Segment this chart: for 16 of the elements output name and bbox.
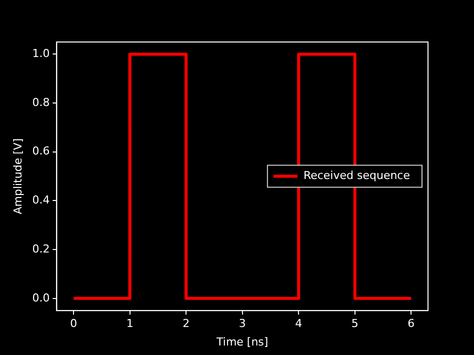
x-tick-label: 5 bbox=[351, 317, 358, 330]
y-axis-title: Amplitude [V] bbox=[11, 138, 24, 214]
y-tick-label: 0.0 bbox=[32, 291, 50, 304]
y-tick-label: 0.4 bbox=[32, 194, 50, 207]
y-tick-label: 1.0 bbox=[32, 47, 50, 60]
y-tick-label: 0.6 bbox=[32, 144, 50, 158]
legend-label: Received sequence bbox=[303, 169, 410, 182]
x-tick-label: 0 bbox=[70, 317, 78, 330]
x-axis-title: Time [ns] bbox=[215, 335, 268, 348]
x-tick-label: 2 bbox=[182, 317, 190, 330]
x-tick-label: 6 bbox=[408, 317, 415, 330]
x-tick-label: 3 bbox=[238, 317, 246, 330]
x-tick-label: 1 bbox=[126, 317, 134, 330]
y-tick-label: 0.2 bbox=[32, 242, 50, 256]
y-tick-label: 0.8 bbox=[32, 96, 50, 109]
x-tick-label: 4 bbox=[295, 317, 302, 330]
